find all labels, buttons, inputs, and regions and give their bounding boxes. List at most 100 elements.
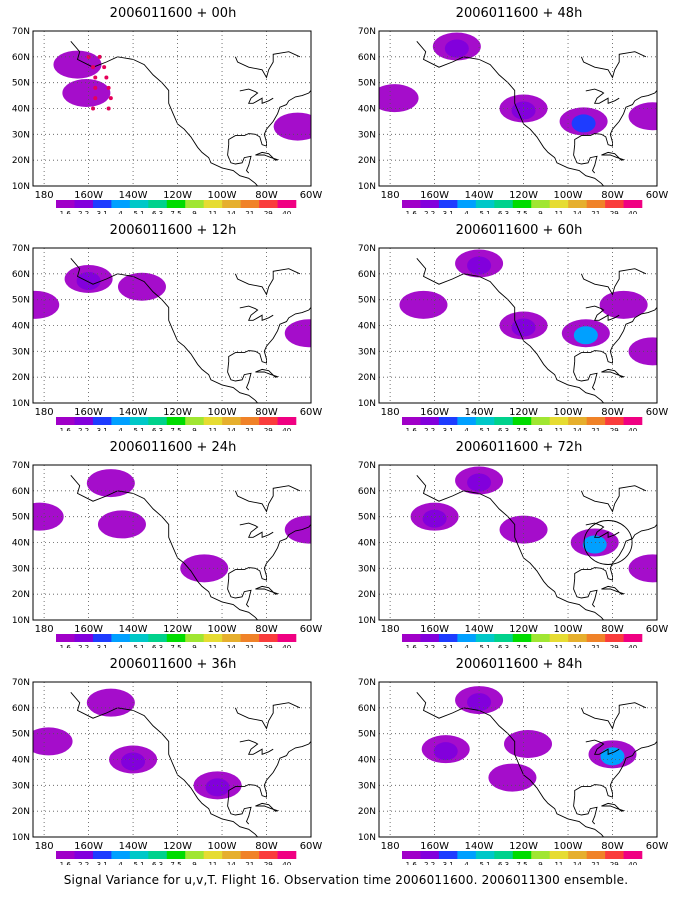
y-tick-label: 40N	[12, 539, 30, 549]
y-tick-label: 50N	[358, 513, 376, 523]
colorbar-swatch	[259, 417, 278, 425]
variance-region	[628, 102, 657, 131]
colorbar-swatch	[56, 417, 75, 425]
colorbar-label: 40	[282, 644, 291, 648]
colorbar-label: 21	[591, 427, 600, 431]
colorbar-label: 40	[628, 861, 637, 865]
colorbar-swatch	[277, 417, 297, 425]
y-tick-label: 30N	[358, 130, 376, 140]
coastline	[70, 258, 259, 403]
variance-core	[444, 39, 469, 58]
y-tick-label: 20N	[12, 156, 30, 166]
colorbar-label: 5.1	[480, 644, 491, 648]
colorbar-label: 29	[264, 644, 273, 648]
y-tick-label: 50N	[12, 513, 30, 523]
colorbar-label: 2.2	[78, 427, 89, 431]
colorbar-label: 14	[227, 427, 236, 431]
colorbar-swatch	[586, 200, 606, 208]
map-svg: 70N 60N 50N 40N 30N 20N 10N 180 160W 140W 120W 100W…	[12, 461, 323, 648]
variance-core	[571, 114, 596, 133]
colorbar-swatch	[74, 634, 94, 642]
colorbar-label: 29	[610, 644, 619, 648]
y-tick-label: 10N	[12, 182, 30, 192]
panel-title: 2006011600 + 60h	[455, 223, 583, 238]
colorbar-swatch	[56, 634, 75, 642]
colorbar-label: 2.2	[424, 427, 435, 431]
map-panel: 2006011600 + 72h 70N 60N 50N 40N 30N 20N 10N 180…	[346, 434, 692, 648]
x-tick-label: 180	[381, 841, 400, 852]
colorbar-swatch	[203, 200, 223, 208]
observation-point	[104, 75, 109, 80]
colorbar-label: 14	[227, 210, 236, 214]
coastline	[228, 524, 311, 581]
colorbar-label: 14	[227, 861, 236, 865]
variance-region	[504, 730, 553, 758]
x-tick-label: 80W	[255, 624, 278, 635]
x-tick-label: 80W	[601, 407, 624, 418]
colorbar-label: 21	[245, 861, 254, 865]
colorbar-swatch	[74, 200, 94, 208]
colorbar-label: 14	[573, 427, 582, 431]
colorbar-label: 40	[628, 644, 637, 648]
colorbar-swatch	[185, 851, 204, 859]
x-tick-label: 140W	[465, 190, 494, 201]
colorbar-label: 5.1	[480, 861, 491, 865]
variance-core	[433, 742, 458, 761]
coastline	[601, 802, 626, 812]
coastline	[255, 802, 280, 812]
y-tick-label: 20N	[12, 590, 30, 600]
coastline	[585, 88, 620, 104]
variance-region	[33, 290, 60, 319]
x-tick-label: 100W	[208, 841, 237, 852]
x-tick-label: 120W	[509, 190, 538, 201]
colorbar-swatch	[623, 851, 643, 859]
colorbar-swatch	[494, 200, 514, 208]
colorbar-label: 4	[118, 427, 123, 431]
coastline	[239, 305, 274, 321]
colorbar-label: 4	[464, 210, 469, 214]
x-tick-label: 80W	[601, 624, 624, 635]
coastline	[227, 795, 252, 825]
colorbar-swatch	[166, 200, 186, 208]
colorbar-label: 2.2	[424, 861, 435, 865]
colorbar-swatch	[457, 200, 477, 208]
colorbar-label: 29	[610, 427, 619, 431]
colorbar-swatch	[222, 634, 241, 642]
y-tick-label: 60N	[12, 487, 30, 497]
map-svg: 70N 60N 50N 40N 30N 20N 10N 180 160W 140W 120W 100W…	[358, 678, 669, 865]
colorbar-swatch	[129, 851, 149, 859]
colorbar-label: 11	[208, 644, 217, 648]
colorbar-label: 6.3	[498, 210, 509, 214]
colorbar-label: 40	[282, 427, 291, 431]
colorbar-swatch	[605, 634, 624, 642]
variance-region	[33, 502, 64, 531]
colorbar-label: 9	[538, 861, 542, 865]
coastline	[574, 90, 657, 147]
map-svg: 70N 60N 50N 40N 30N 20N 10N 180 160W 140W 120W 100W…	[358, 27, 669, 214]
colorbar-swatch	[494, 634, 514, 642]
colorbar-swatch	[111, 200, 131, 208]
y-tick-label: 30N	[12, 564, 30, 574]
colorbar-label: 40	[628, 210, 637, 214]
x-tick-label: 180	[35, 624, 54, 635]
colorbar-swatch	[457, 417, 477, 425]
colorbar-label: 3.1	[443, 210, 454, 214]
variance-core	[511, 318, 536, 337]
coastline	[573, 361, 598, 391]
x-tick-label: 180	[35, 190, 54, 201]
map-svg: 70N 60N 50N 40N 30N 20N 10N 180 160W 140W 120W 100W…	[358, 461, 669, 648]
colorbar-label: 9	[538, 644, 542, 648]
x-tick-label: 120W	[163, 841, 192, 852]
colorbar-swatch	[203, 417, 223, 425]
coastline	[227, 361, 252, 391]
variance-core	[511, 101, 536, 120]
colorbar-swatch	[240, 417, 260, 425]
colorbar-label: 5.1	[134, 210, 145, 214]
y-tick-label: 10N	[358, 182, 376, 192]
colorbar-label: 6.3	[152, 644, 163, 648]
colorbar-swatch	[129, 200, 149, 208]
colorbar-swatch	[531, 200, 550, 208]
colorbar-swatch	[259, 851, 278, 859]
x-tick-label: 60W	[646, 407, 669, 418]
colorbar-swatch	[277, 634, 297, 642]
